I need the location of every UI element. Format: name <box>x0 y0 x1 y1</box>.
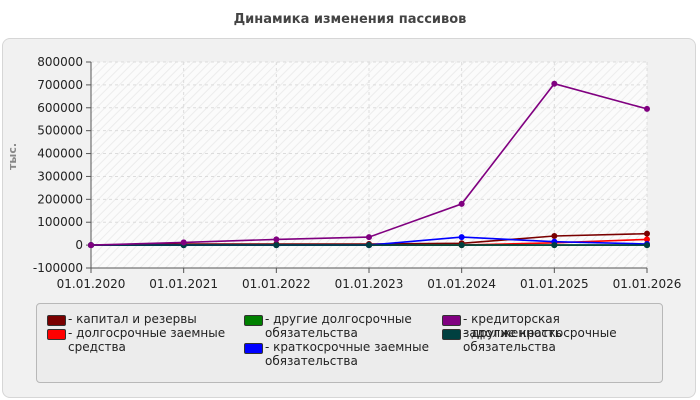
legend-item-3: - краткосрочные заемные обязательства <box>244 340 429 368</box>
x-tick-label: 01.01.2020 <box>57 277 126 291</box>
legend-swatch-2 <box>244 315 263 326</box>
x-tick-labels: 01.01.2020 01.01.2021 01.01.2022 01.01.2023… <box>57 277 682 291</box>
legend-item-5: - другие краткосрочные обязательства <box>442 326 617 354</box>
legend-swatch-4 <box>442 315 461 326</box>
legend-label-0: - капитал и резервы <box>68 312 197 326</box>
x-tick-label: 01.01.2026 <box>613 277 682 291</box>
data-point-5-4 <box>458 242 465 249</box>
data-point-5-3 <box>366 242 372 249</box>
y-tick-label: 800000 <box>37 55 83 69</box>
data-point-4-6 <box>644 105 650 112</box>
y-tick-label: 200000 <box>37 192 83 206</box>
legend: - капитал и резервы - долгосрочные заемн… <box>36 303 663 383</box>
data-point-3-4 <box>458 234 465 241</box>
y-tick-label: 600000 <box>37 101 83 115</box>
x-tick-label: 01.01.2023 <box>335 277 404 291</box>
x-tick-label: 01.01.2024 <box>427 277 496 291</box>
legend-swatch-0 <box>47 315 66 326</box>
chart-title: Динамика изменения пассивов <box>233 12 467 27</box>
legend-label-1: - долгосрочные заемные средства <box>68 326 226 354</box>
x-tick-label: 01.01.2025 <box>520 277 589 291</box>
legend-swatch-3 <box>244 343 263 354</box>
legend-swatch-1 <box>47 329 66 340</box>
legend-label-4: - кредиторская задолженность <box>463 312 562 340</box>
y-tick-labels: -100000 0 100000 200000 300000 400000 500000 60… <box>33 55 83 275</box>
data-point-5-2 <box>273 242 280 249</box>
data-point-0-5 <box>551 232 558 239</box>
y-tick-label: 500000 <box>37 124 83 138</box>
y-tick-label: 100000 <box>37 215 83 229</box>
y-tick-label: 400000 <box>37 147 83 161</box>
legend-item-1: - долгосрочные заемные средства <box>47 326 225 354</box>
y-axis-label: тыс. <box>6 142 19 170</box>
legend-item-2: - другие долгосрочные обязательства <box>244 312 412 340</box>
series-points <box>88 80 650 249</box>
data-point-4-1 <box>180 239 187 246</box>
legend-label-3: - краткосрочные заемные обязательства <box>265 340 429 368</box>
data-point-1-6 <box>644 236 650 243</box>
y-tick-label: 700000 <box>37 78 83 92</box>
y-tick-label: -100000 <box>33 261 83 275</box>
data-point-0-6 <box>644 230 650 237</box>
data-point-5-5 <box>551 242 558 249</box>
data-point-4-0 <box>88 242 94 249</box>
y-tick-label: 0 <box>75 238 83 252</box>
data-point-4-3 <box>366 234 372 241</box>
y-tick-label: 300000 <box>37 169 83 183</box>
x-tick-label: 01.01.2021 <box>149 277 218 291</box>
legend-label-5: - другие краткосрочные обязательства <box>463 326 617 354</box>
data-point-4-2 <box>273 236 280 243</box>
x-tick-label: 01.01.2022 <box>242 277 311 291</box>
data-point-5-6 <box>644 242 650 249</box>
legend-item-0: - капитал и резервы <box>47 312 197 326</box>
legend-label-2: - другие долгосрочные обязательства <box>265 312 412 340</box>
legend-swatch-5 <box>442 329 461 340</box>
data-point-4-5 <box>551 80 558 87</box>
data-point-4-4 <box>458 200 465 207</box>
legend-item-4: - кредиторская задолженность <box>442 312 662 340</box>
